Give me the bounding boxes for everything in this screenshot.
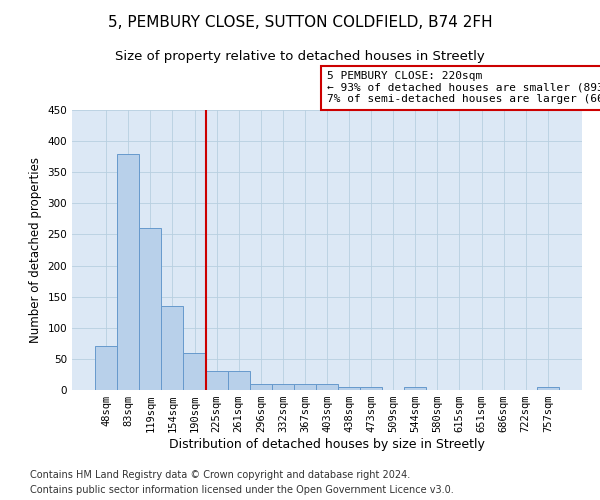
Bar bbox=[272, 384, 294, 390]
Bar bbox=[161, 306, 184, 390]
Text: 5 PEMBURY CLOSE: 220sqm
← 93% of detached houses are smaller (893)
7% of semi-de: 5 PEMBURY CLOSE: 220sqm ← 93% of detache… bbox=[327, 71, 600, 104]
Y-axis label: Number of detached properties: Number of detached properties bbox=[29, 157, 42, 343]
Text: Contains public sector information licensed under the Open Government Licence v3: Contains public sector information licen… bbox=[30, 485, 454, 495]
Bar bbox=[227, 372, 250, 390]
Bar bbox=[139, 228, 161, 390]
Bar bbox=[338, 387, 360, 390]
Bar bbox=[250, 384, 272, 390]
Bar bbox=[206, 372, 227, 390]
X-axis label: Distribution of detached houses by size in Streetly: Distribution of detached houses by size … bbox=[169, 438, 485, 451]
Bar bbox=[537, 387, 559, 390]
Bar bbox=[95, 346, 117, 390]
Bar bbox=[404, 387, 427, 390]
Bar bbox=[117, 154, 139, 390]
Text: Contains HM Land Registry data © Crown copyright and database right 2024.: Contains HM Land Registry data © Crown c… bbox=[30, 470, 410, 480]
Bar bbox=[184, 352, 206, 390]
Text: Size of property relative to detached houses in Streetly: Size of property relative to detached ho… bbox=[115, 50, 485, 63]
Bar bbox=[316, 384, 338, 390]
Bar bbox=[294, 384, 316, 390]
Bar bbox=[360, 387, 382, 390]
Text: 5, PEMBURY CLOSE, SUTTON COLDFIELD, B74 2FH: 5, PEMBURY CLOSE, SUTTON COLDFIELD, B74 … bbox=[107, 15, 493, 30]
